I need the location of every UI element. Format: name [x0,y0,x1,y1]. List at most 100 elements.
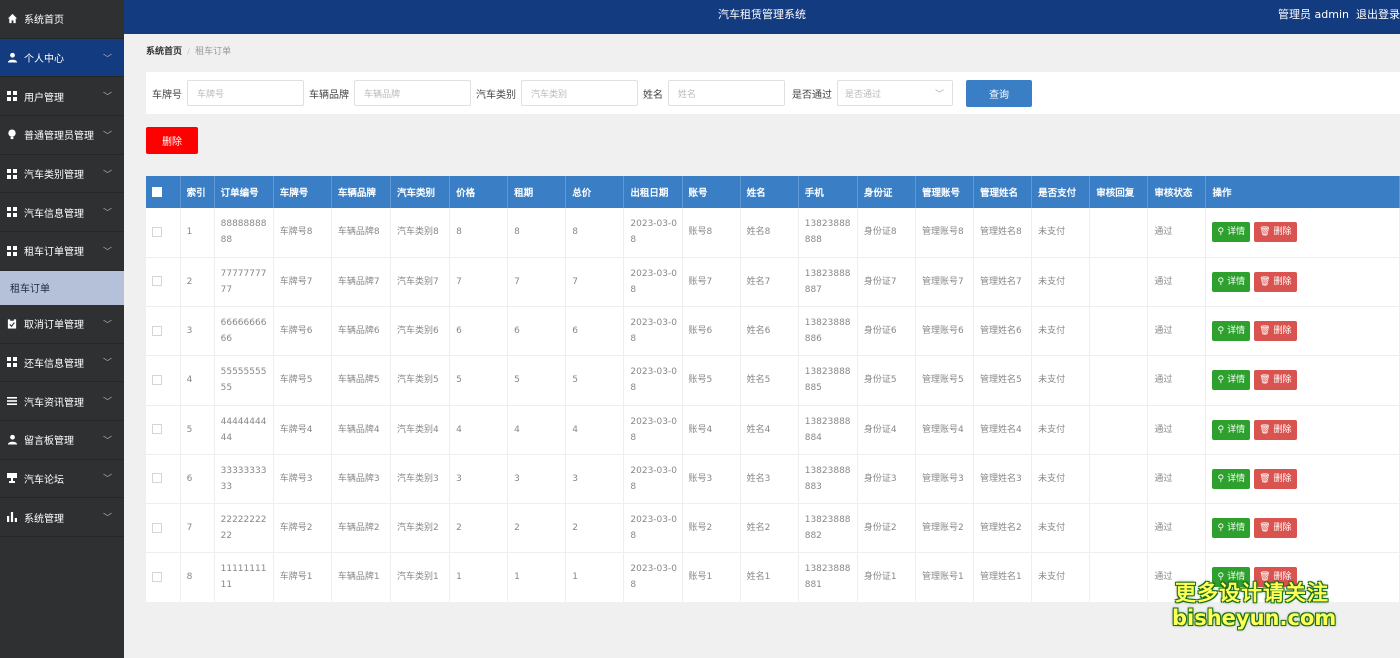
logout-link[interactable]: 退出登录 [1356,8,1400,21]
sidebar-item-7[interactable]: 取消订单管理 ﹀ [0,305,124,344]
detail-button[interactable]: ⚲ 详情 [1212,468,1251,489]
watermark-line1: 更多设计请关注 [1175,581,1329,605]
sidebar-item-10[interactable]: 留言板管理 ﹀ [0,421,124,460]
sidebar-item-2[interactable]: 用户管理 ﹀ [0,77,124,117]
table-cell [1089,405,1149,455]
query-button[interactable]: 查询 [966,80,1032,107]
table-cell: 车辆品牌7 [331,257,391,308]
sidebar-item-9[interactable]: 汽车资讯管理 ﹀ [0,382,124,421]
delete-button[interactable]: 🗑 删除 [1254,271,1297,292]
category-input[interactable]: 汽车类别 [521,80,638,106]
column-header: 价格 [449,176,509,208]
table-cell: 身份证3 [857,454,916,505]
user-area: 管理员 admin 退出登录 [1271,0,1400,30]
sidebar-item-label: 普通管理员管理 [24,131,94,143]
sidebar-item-12[interactable]: 系统管理 ﹀ [0,498,124,537]
delete-button-label: 删除 [1273,276,1292,287]
sidebar-subitem-rental-orders[interactable]: 租车订单 [0,270,124,305]
table-cell: 13823888888 [798,208,858,258]
table-cell: 管理姓名8 [973,208,1033,258]
row-checkbox[interactable] [152,226,162,237]
detail-button[interactable]: ⚲ 详情 [1212,321,1251,342]
column-header: 索引 [180,176,215,208]
delete-button[interactable]: 🗑 删除 [1254,222,1297,243]
chevron-down-icon: ﹀ [102,208,112,219]
name-input[interactable]: 姓名 [668,80,785,106]
sidebar-item-4[interactable]: 汽车类别管理 ﹀ [0,155,124,194]
grid-icon [6,90,18,102]
table-cell: 未支付 [1031,355,1091,406]
delete-button[interactable]: 🗑 删除 [1254,419,1297,440]
table-cell: 车牌号8 [273,208,332,258]
table-cell: 3 [180,306,215,357]
sidebar-item-11[interactable]: 汽车论坛 ﹀ [0,460,124,499]
breadcrumb-separator: / [187,47,191,57]
delete-button[interactable]: 🗑 删除 [1254,518,1297,539]
table-cell: 姓名7 [740,257,799,308]
approved-label: 是否通过 [792,89,832,101]
table-cell: 4 [565,405,625,455]
table-row[interactable]: 8 1111111111 车牌号1 车辆品牌1 汽车类别1 1 1 1 2023-03-08 账号… [146,552,1400,602]
table-row[interactable]: 5 4444444444 车牌号4 车辆品牌4 汽车类别4 4 4 4 2023-03-08 账号… [146,405,1400,455]
approved-select-value: 是否通过 [845,89,882,100]
column-header: 审核状态 [1147,176,1207,208]
clipboard-icon [6,318,18,330]
table-cell: 2 [565,503,625,554]
detail-button-label: 详情 [1227,326,1246,337]
sidebar-item-0[interactable]: 系统首页 [0,0,124,39]
delete-button[interactable]: 🗑 删除 [1254,468,1297,489]
row-checkbox[interactable] [152,276,162,287]
detail-button[interactable]: ⚲ 详情 [1212,419,1251,440]
table-cell [1089,306,1149,357]
table-row[interactable]: 7 2222222222 车牌号2 车辆品牌2 汽车类别2 2 2 2 2023-03-08 账号… [146,503,1400,554]
detail-button[interactable]: ⚲ 详情 [1212,370,1251,391]
row-checkbox[interactable] [152,374,162,385]
sidebar-item-1[interactable]: 个人中心 ﹀ [0,38,124,78]
table-cell: 账号5 [682,355,741,406]
table-row[interactable]: 1 8888888888 车牌号8 车辆品牌8 汽车类别8 8 8 8 2023-03-08 账号… [146,208,1400,258]
table-row[interactable]: 6 3333333333 车牌号3 车辆品牌3 汽车类别3 3 3 3 2023-03-08 账号… [146,454,1400,505]
chevron-down-icon: ﹀ [102,320,112,331]
detail-button[interactable]: ⚲ 详情 [1212,518,1251,539]
orders-table-container: 索引 订单编号 车牌号 车辆品牌 汽车类别 价格 租期 总价 出租日期 账号 姓名 手机 身份证 管理账号… [146,176,1400,602]
column-header: 操作 [1205,176,1400,208]
chevron-down-icon: ﹀ [102,92,112,103]
row-checkbox[interactable] [152,325,162,336]
sidebar-item-3[interactable]: 普通管理员管理 ﹀ [0,116,124,155]
bulk-delete-button[interactable]: 删除 [146,127,198,154]
search-icon: ⚲ [1217,227,1225,238]
admin-user-label: 管理员 admin [1278,8,1349,21]
home-icon [6,13,18,25]
delete-button[interactable]: 🗑 删除 [1254,321,1297,342]
row-checkbox[interactable] [152,473,162,484]
row-checkbox[interactable] [152,571,162,582]
delete-button[interactable]: 🗑 删除 [1254,370,1297,391]
delete-button[interactable]: 🗑 删除 [1254,567,1297,588]
sidebar-item-label: 留言板管理 [24,436,74,448]
detail-button[interactable]: ⚲ 详情 [1212,567,1251,588]
detail-button-label: 详情 [1227,473,1246,484]
brand-input[interactable]: 车辆品牌 [354,80,471,106]
sidebar-item-8[interactable]: 还车信息管理 ﹀ [0,344,124,383]
table-cell: 车辆品牌6 [331,306,391,357]
select-all-checkbox[interactable] [152,187,162,197]
table-row[interactable]: 4 5555555555 车牌号5 车辆品牌5 汽车类别5 5 5 5 2023-03-08 账号… [146,355,1400,406]
detail-button[interactable]: ⚲ 详情 [1212,271,1251,292]
table-cell [1089,552,1149,602]
table-row[interactable]: 3 6666666666 车牌号6 车辆品牌6 汽车类别6 6 6 6 2023-03-08 账号… [146,306,1400,357]
sidebar-item-6[interactable]: 租车订单管理 ﹀ [0,232,124,271]
table-cell: 汽车类别8 [390,208,451,258]
breadcrumb-home[interactable]: 系统首页 [146,47,183,57]
detail-button-label: 详情 [1227,572,1246,583]
row-checkbox[interactable] [152,522,162,533]
detail-button[interactable]: ⚲ 详情 [1212,222,1251,243]
approved-select[interactable]: 是否通过 ﹀ [837,80,953,106]
table-row[interactable]: 2 7777777777 车牌号7 车辆品牌7 汽车类别7 7 7 7 2023-03-08 账号… [146,257,1400,308]
plate-input[interactable]: 车牌号 [187,80,304,106]
sidebar-item-5[interactable]: 汽车信息管理 ﹀ [0,193,124,233]
chevron-down-icon: ﹀ [102,131,112,142]
row-checkbox[interactable] [152,424,162,435]
bulb-icon [6,129,18,141]
sidebar-item-label: 个人中心 [24,54,64,66]
table-cell: 13823888884 [798,405,858,455]
